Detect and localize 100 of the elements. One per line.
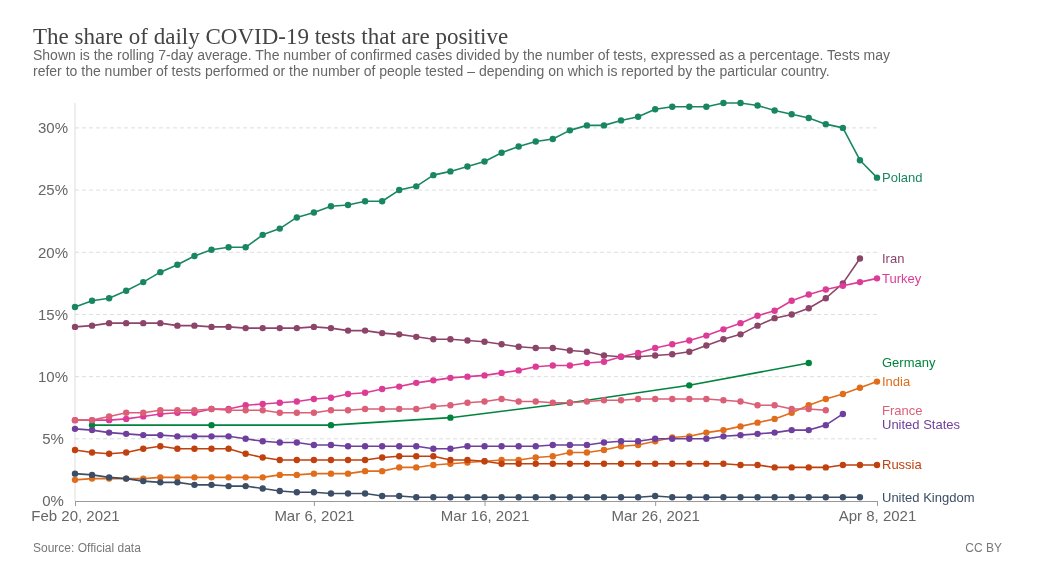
point — [105, 413, 113, 420]
point — [686, 382, 693, 389]
point — [737, 494, 744, 501]
source-note: Source: Official data — [33, 541, 142, 555]
point — [583, 441, 591, 449]
point — [242, 244, 249, 251]
point — [88, 449, 96, 456]
point — [669, 341, 676, 348]
point — [361, 490, 369, 497]
point — [617, 438, 625, 445]
point — [771, 494, 778, 501]
point — [344, 456, 352, 464]
point — [140, 409, 147, 416]
point — [634, 349, 642, 357]
point — [327, 441, 335, 449]
point — [617, 494, 625, 501]
point — [634, 438, 642, 445]
x-tick-label: Apr 8, 2021 — [838, 506, 917, 524]
point — [737, 431, 744, 439]
point — [566, 127, 574, 134]
point — [754, 322, 761, 329]
series-label: Turkey — [882, 270, 922, 286]
point — [532, 460, 539, 467]
point — [396, 405, 403, 413]
point — [242, 407, 249, 414]
point — [788, 297, 795, 304]
point — [754, 461, 761, 469]
point — [600, 358, 608, 365]
point — [566, 347, 574, 354]
point — [669, 103, 676, 110]
point — [805, 305, 812, 312]
point — [208, 433, 215, 440]
point — [344, 470, 352, 477]
y-tick-label: 10% — [37, 367, 69, 385]
point — [447, 494, 454, 501]
point — [71, 303, 79, 311]
point — [634, 494, 642, 501]
point — [122, 319, 130, 327]
point — [464, 163, 471, 170]
point — [634, 395, 642, 403]
point — [430, 171, 437, 179]
point — [583, 359, 591, 367]
text: Germany — [882, 355, 936, 371]
point — [327, 324, 335, 332]
point — [549, 453, 556, 460]
point — [276, 324, 283, 332]
point — [208, 323, 215, 331]
point — [822, 464, 830, 471]
point — [498, 369, 505, 377]
point — [788, 311, 795, 318]
point — [310, 409, 318, 416]
point — [737, 331, 744, 338]
point — [805, 464, 812, 471]
point — [71, 323, 79, 331]
point — [651, 344, 659, 352]
point — [122, 430, 130, 438]
point — [839, 390, 847, 398]
point — [703, 103, 710, 110]
point — [600, 122, 608, 129]
point — [771, 314, 778, 322]
point — [686, 395, 693, 403]
point — [105, 429, 113, 436]
point — [788, 426, 795, 434]
point — [686, 460, 693, 467]
point — [600, 439, 608, 446]
point — [583, 398, 591, 405]
point — [242, 324, 249, 332]
point — [464, 494, 471, 501]
point — [737, 423, 744, 430]
point — [447, 402, 454, 409]
point — [208, 474, 215, 481]
point — [88, 297, 96, 304]
y-tick-label: 15% — [37, 305, 69, 323]
point — [651, 460, 659, 467]
point — [720, 99, 727, 107]
point — [71, 476, 79, 484]
point — [754, 430, 761, 438]
point — [549, 362, 556, 369]
point — [754, 402, 761, 409]
point — [771, 307, 778, 314]
series-label: Poland — [882, 170, 923, 186]
point — [396, 383, 403, 390]
point — [873, 174, 881, 181]
point — [140, 278, 147, 286]
point — [720, 326, 727, 333]
point — [583, 122, 591, 129]
point — [856, 157, 864, 164]
point — [447, 456, 454, 464]
point — [669, 494, 676, 501]
point — [310, 470, 318, 477]
point — [122, 409, 130, 416]
point — [242, 450, 249, 457]
point — [481, 494, 488, 501]
point — [276, 439, 283, 446]
point — [88, 426, 96, 434]
point — [549, 135, 556, 143]
point — [669, 395, 676, 403]
point — [515, 460, 522, 467]
point — [430, 377, 437, 384]
point — [600, 352, 608, 359]
